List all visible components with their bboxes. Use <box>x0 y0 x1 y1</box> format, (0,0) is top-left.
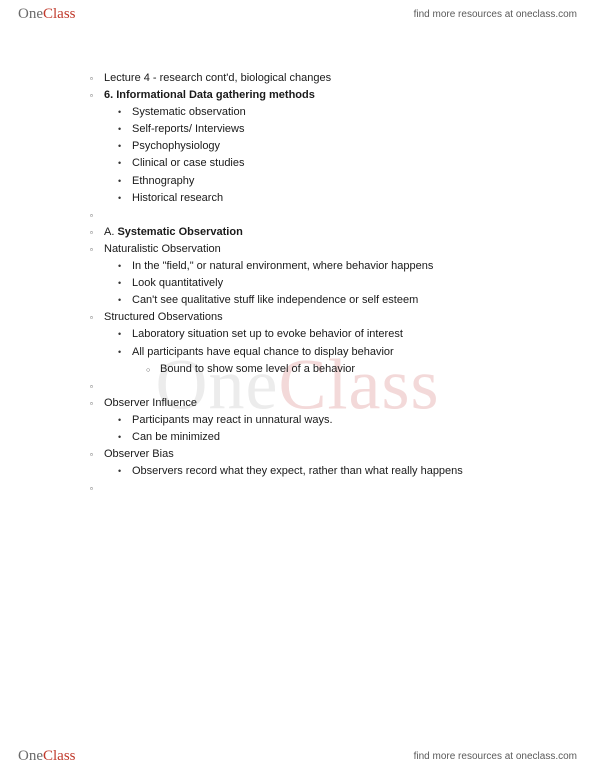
text: Lecture 4 - research cont'd, biological … <box>104 70 535 87</box>
text: All participants have equal chance to di… <box>132 344 535 361</box>
text: Can be minimized <box>132 429 535 446</box>
list-item: Psychophysiology <box>90 138 535 155</box>
text: A. A. Systematic ObservationSystematic O… <box>104 224 535 241</box>
list-item-sub: Bound to show some level of a behavior <box>90 361 535 378</box>
list-item: Can't see qualitative stuff like indepen… <box>90 292 535 309</box>
empty-bullet <box>90 207 535 224</box>
text: Clinical or case studies <box>132 155 535 172</box>
text: Ethnography <box>132 173 535 190</box>
text <box>104 378 535 395</box>
bullet-icon <box>90 241 104 258</box>
line-heading-a: A. A. Systematic ObservationSystematic O… <box>90 224 535 241</box>
bullet-icon <box>90 207 104 224</box>
bullet-icon <box>118 173 132 190</box>
list-item: Look quantitatively <box>90 275 535 292</box>
document-content: Lecture 4 - research cont'd, biological … <box>0 0 595 537</box>
list-item: Historical research <box>90 190 535 207</box>
bullet-icon <box>90 70 104 87</box>
text: Can't see qualitative stuff like indepen… <box>132 292 535 309</box>
brand-logo-top: OneClass <box>18 6 76 23</box>
text: Observers record what they expect, rathe… <box>132 463 535 480</box>
text: Systematic observation <box>132 104 535 121</box>
line-structured: Structured Observations <box>90 309 535 326</box>
list-item: Participants may react in unnatural ways… <box>90 412 535 429</box>
text: Naturalistic Observation <box>104 241 535 258</box>
brand-logo-bottom: OneClass <box>18 748 76 765</box>
text: Look quantitatively <box>132 275 535 292</box>
text: Laboratory situation set up to evoke beh… <box>132 326 535 343</box>
empty-bullet <box>90 378 535 395</box>
brand-prefix: One <box>18 6 43 22</box>
resources-link-top[interactable]: find more resources at oneclass.com <box>414 9 577 20</box>
text: Psychophysiology <box>132 138 535 155</box>
header-bar: OneClass find more resources at oneclass… <box>0 0 595 28</box>
list-item: Self-reports/ Interviews <box>90 121 535 138</box>
line-observer-bias: Observer Bias <box>90 446 535 463</box>
line-naturalistic: Naturalistic Observation <box>90 241 535 258</box>
list-item: Ethnography <box>90 173 535 190</box>
bullet-icon <box>118 121 132 138</box>
bullet-icon <box>118 275 132 292</box>
list-item: Systematic observation <box>90 104 535 121</box>
bullet-icon <box>118 292 132 309</box>
text: In the "field," or natural environment, … <box>132 258 535 275</box>
line-heading-6: 6. Informational Data gathering methods <box>90 87 535 104</box>
brand-prefix: One <box>18 748 43 764</box>
bullet-icon <box>118 138 132 155</box>
bullet-icon <box>90 378 104 395</box>
text: Self-reports/ Interviews <box>132 121 535 138</box>
list-item: In the "field," or natural environment, … <box>90 258 535 275</box>
text <box>104 207 535 224</box>
bullet-icon <box>118 155 132 172</box>
bullet-icon <box>118 104 132 121</box>
bullet-icon <box>118 258 132 275</box>
bullet-icon <box>118 429 132 446</box>
list-item: All participants have equal chance to di… <box>90 344 535 361</box>
bullet-icon <box>90 309 104 326</box>
bullet-icon <box>90 480 104 497</box>
resources-link-bottom[interactable]: find more resources at oneclass.com <box>414 751 577 762</box>
text: Structured Observations <box>104 309 535 326</box>
empty-bullet <box>90 480 535 497</box>
line-observer-influence: Observer Influence <box>90 395 535 412</box>
text: Observer Influence <box>104 395 535 412</box>
bullet-icon <box>90 224 104 241</box>
bullet-icon <box>90 87 104 104</box>
list-item: Laboratory situation set up to evoke beh… <box>90 326 535 343</box>
bullet-icon <box>118 412 132 429</box>
brand-suffix: Class <box>43 748 76 764</box>
bullet-icon <box>118 326 132 343</box>
list-item: Can be minimized <box>90 429 535 446</box>
line-lecture: Lecture 4 - research cont'd, biological … <box>90 70 535 87</box>
text <box>104 480 535 497</box>
text: Historical research <box>132 190 535 207</box>
footer-bar: OneClass find more resources at oneclass… <box>0 742 595 770</box>
text: 6. Informational Data gathering methods <box>104 87 535 104</box>
text: Participants may react in unnatural ways… <box>132 412 535 429</box>
text: Observer Bias <box>104 446 535 463</box>
list-item: Observers record what they expect, rathe… <box>90 463 535 480</box>
bullet-icon <box>118 190 132 207</box>
bullet-icon <box>146 361 160 378</box>
text: Bound to show some level of a behavior <box>160 361 535 378</box>
bullet-icon <box>118 463 132 480</box>
bullet-icon <box>90 395 104 412</box>
list-item: Clinical or case studies <box>90 155 535 172</box>
brand-suffix: Class <box>43 6 76 22</box>
bullet-icon <box>118 344 132 361</box>
bullet-icon <box>90 446 104 463</box>
